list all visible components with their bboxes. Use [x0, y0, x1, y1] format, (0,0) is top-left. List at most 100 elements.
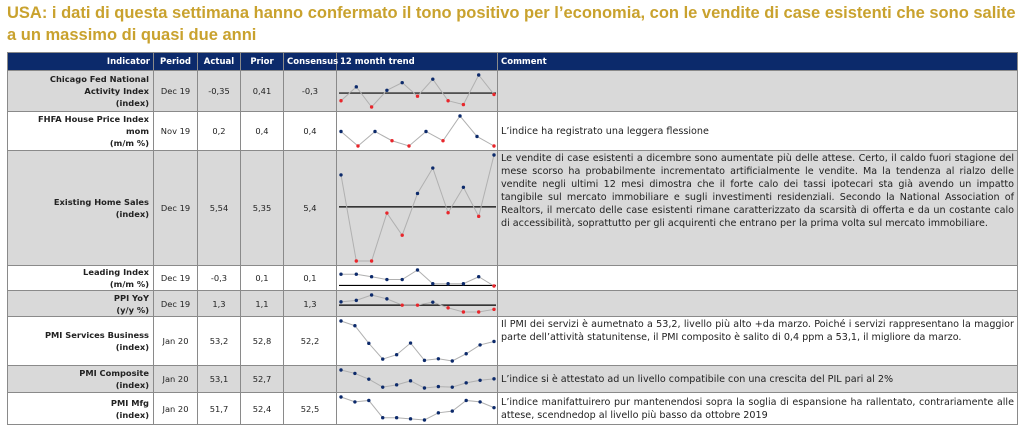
- consensus-cell: 5,4: [283, 150, 337, 266]
- sparkline-point: [436, 411, 441, 415]
- indicator-name: PMI Services Business (index): [7, 316, 154, 366]
- sparkline-point: [431, 77, 435, 81]
- actual-cell: 53,1: [197, 365, 241, 393]
- sparkline-point: [477, 214, 481, 219]
- page-title: USA: i dati di questa settimana hanno co…: [7, 4, 1016, 44]
- trend-cell: [336, 70, 498, 112]
- sparkline-point: [367, 398, 371, 403]
- indicator-line1: FHFA House Price Index: [37, 114, 149, 124]
- prior-cell: 1,1: [240, 290, 284, 317]
- actual-cell: -0,35: [197, 70, 241, 112]
- sparkline-point: [436, 384, 441, 389]
- table-row: PMI Mfg (index) Jan 20 51,7 52,4 52,5 L’i…: [7, 392, 1018, 425]
- table-row: Chicago Fed National Activity Index (index…: [7, 70, 1018, 112]
- header-actual: Actual: [197, 52, 241, 71]
- sparkline-point: [441, 139, 445, 143]
- sparkline-point: [461, 102, 466, 107]
- indicators-table: Indicator Period Actual Prior Consensus …: [7, 52, 1018, 425]
- period-cell: Nov 19: [153, 111, 198, 151]
- table-row: Leading Index (m/m %) Dec 19 -0,3 0,1 0,1: [7, 265, 1018, 291]
- sparkline-point: [339, 272, 343, 276]
- actual-cell: 5,54: [197, 150, 241, 266]
- sparkline-point: [450, 359, 454, 363]
- indicator-line2: Activity Index: [84, 86, 149, 96]
- sparkline-point: [475, 134, 479, 139]
- header-consensus: Consensus: [283, 52, 338, 71]
- sparkline-point: [477, 73, 481, 77]
- indicator-line1: Chicago Fed National: [49, 74, 149, 84]
- comment-cell: L’indice manifattuirero pur mantenendosi…: [497, 392, 1018, 425]
- sparkline-point: [478, 343, 482, 347]
- sparkline-point: [492, 307, 496, 312]
- trend-cell: [336, 392, 498, 425]
- table-row: PPI YoY (y/y %) Dec 19 1,3 1,1 1,3: [7, 290, 1018, 317]
- indicator-name: PMI Mfg (index): [7, 392, 154, 425]
- prior-cell: 0,1: [240, 265, 284, 291]
- actual-cell: 51,7: [197, 392, 241, 425]
- table-row: PMI Composite (index) Jan 20 53,1 52,7 L’…: [7, 365, 1018, 393]
- comment-cell: L’indice ha registrato una leggera fless…: [497, 111, 1018, 151]
- indicator-unit: (m/m %): [109, 279, 149, 289]
- sparkline-point: [400, 233, 404, 237]
- sparkline-point: [373, 129, 377, 134]
- sparkline-point: [339, 395, 343, 399]
- sparkline-point: [354, 298, 358, 303]
- sparkline-point: [339, 300, 343, 304]
- sparkline-point: [492, 153, 496, 157]
- sparkline: [339, 395, 496, 422]
- actual-cell: 0,2: [197, 111, 241, 151]
- indicator-unit: (m/m %): [109, 138, 149, 148]
- sparkline-point: [369, 275, 374, 279]
- sparkline-point: [385, 277, 389, 282]
- indicator-unit: (index): [115, 380, 149, 390]
- sparkline-point: [354, 272, 358, 276]
- sparkline-point: [415, 268, 420, 272]
- sparkline-point: [339, 173, 343, 177]
- header-prior: Prior: [240, 52, 284, 71]
- actual-cell: 53,2: [197, 316, 241, 366]
- sparkline-point: [492, 144, 496, 148]
- sparkline-point: [339, 368, 343, 372]
- sparkline-point: [450, 385, 454, 389]
- sparkline-point: [339, 99, 343, 103]
- period-cell: Jan 20: [153, 365, 198, 393]
- sparkline-point: [390, 139, 394, 143]
- indicator-name: Existing Home Sales (index): [7, 150, 154, 266]
- sparkline-point: [353, 400, 357, 404]
- sparkline-point: [422, 386, 427, 390]
- prior-cell: 0,41: [240, 70, 284, 112]
- sparkline-point: [446, 282, 450, 286]
- sparkline-point: [353, 324, 357, 328]
- comment-cell: [497, 290, 1018, 317]
- indicator-line2: PMI Mfg: [110, 397, 149, 408]
- sparkline-line: [341, 269, 495, 287]
- sparkline-point: [369, 259, 374, 263]
- period-cell: Jan 20: [153, 316, 198, 366]
- indicator-unit: (index): [115, 98, 149, 108]
- sparkline-point: [478, 378, 482, 382]
- sparkline-point: [478, 400, 482, 404]
- sparkline-point: [400, 303, 404, 307]
- indicator-name: Chicago Fed National Activity Index (index…: [7, 70, 154, 112]
- indicator-line2: Leading Index: [83, 267, 149, 277]
- sparkline-point: [431, 166, 435, 170]
- sparkline-point: [415, 303, 420, 307]
- actual-cell: -0,3: [197, 265, 241, 291]
- sparkline-point: [464, 352, 468, 356]
- sparkline-point: [367, 341, 371, 346]
- header-period: Period: [153, 52, 198, 71]
- sparkline-point: [461, 310, 466, 314]
- indicator-line2: PMI Services Business: [44, 330, 149, 340]
- sparkline-point: [381, 357, 385, 361]
- sparkline-point: [369, 105, 374, 109]
- consensus-cell: 52,2: [283, 316, 337, 366]
- sparkline-point: [492, 339, 496, 344]
- sparkline: [339, 153, 496, 263]
- comment-cell: Le vendite di case esistenti a dicembre …: [497, 150, 1018, 266]
- consensus-cell: [283, 365, 337, 393]
- trend-cell: [336, 150, 498, 266]
- sparkline-point: [422, 358, 427, 363]
- table-row: FHFA House Price Index mom (m/m %) Nov 19 …: [7, 111, 1018, 151]
- sparkline-point: [381, 385, 385, 389]
- period-cell: Dec 19: [153, 265, 198, 291]
